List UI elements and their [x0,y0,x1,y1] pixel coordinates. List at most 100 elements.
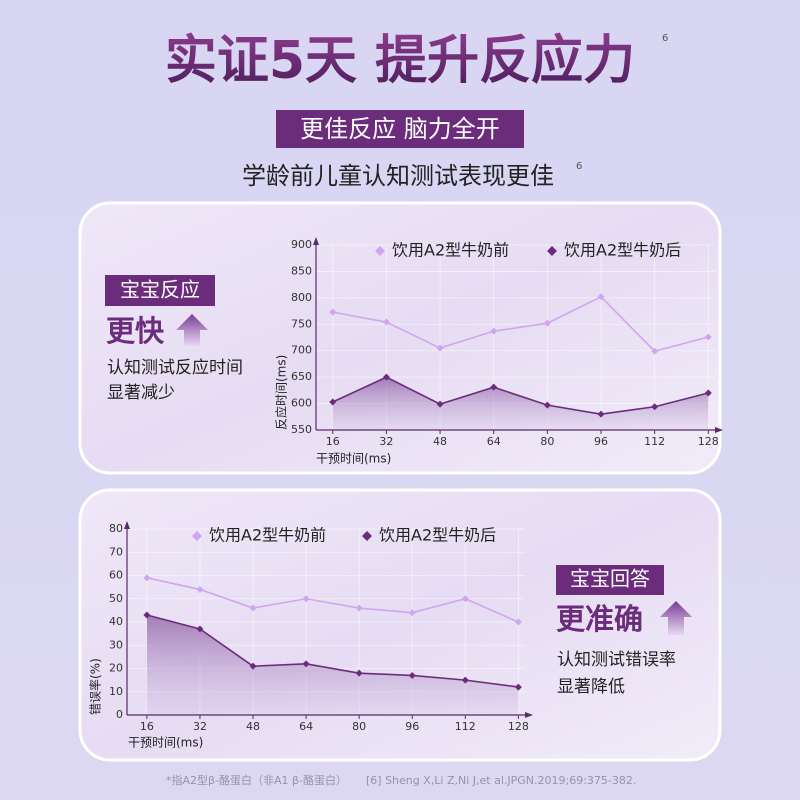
panel-text: 显著降低 [557,677,625,697]
point [196,625,204,633]
point [382,318,390,326]
y-tick-label: 60 [109,569,123,582]
up-arrow [176,314,208,346]
point [461,595,469,603]
point [651,347,659,355]
point [436,400,444,408]
point [382,373,390,381]
x-tick-label: 48 [246,720,260,733]
note-mark: 6 [662,33,668,44]
point [651,403,659,411]
y-tick-label: 900 [291,238,312,251]
panel-text: 认知测试错误率 [557,650,676,670]
point [302,595,310,603]
x-tick-label: 64 [299,720,313,733]
x-tick-label: 16 [326,435,340,448]
y-tick-label: 30 [109,638,123,651]
legend-label: 饮用A2型牛奶后 [379,526,496,545]
footnote: *指A2型β-酪蛋白（非A1 β-酪蛋白） [166,773,347,787]
card [78,201,722,475]
point [408,609,416,617]
x-axis-title: 干预时间(ms) [128,736,203,750]
axis-arrow [525,712,533,718]
point [408,671,416,679]
x-tick-label: 96 [594,435,608,448]
y-tick-label: 800 [291,291,312,304]
y-tick-label: 80 [109,522,123,535]
y-tick-label: 750 [291,317,312,330]
y-tick-label: 600 [291,397,312,410]
x-tick-label: 112 [644,435,665,448]
axis-arrow [313,237,319,245]
x-tick-label: 80 [352,720,366,733]
point [597,293,605,301]
point [249,604,257,612]
point [302,660,310,668]
x-tick-label: 128 [698,435,719,448]
point [704,333,712,341]
point [543,401,551,409]
y-tick-label: 10 [109,685,123,698]
tag-box [556,565,664,595]
x-tick-label: 32 [193,720,207,733]
point [490,327,498,335]
axis-arrow [124,521,130,529]
point [196,585,204,593]
legend-marker [375,246,385,256]
line [146,614,519,688]
title: 实证5天 提升反应力 [165,31,635,91]
point [329,308,337,316]
point [461,676,469,684]
y-tick-label: 40 [109,615,123,628]
x-tick-label: 96 [405,720,419,733]
line [146,577,519,623]
subtitle: 学龄前儿童认知测试表现更佳 [242,162,554,190]
axis-arrow [715,427,723,433]
tag-box [105,275,215,306]
point [514,618,522,626]
point [329,398,337,406]
headline: 更准确 [556,602,643,636]
x-tick-label: 112 [455,720,476,733]
banner: 更佳反应 脑力全开 [300,115,500,143]
y-tick-label: 550 [291,423,312,436]
x-tick-label: 128 [508,720,529,733]
point [490,383,498,391]
note-mark: 6 [576,161,582,172]
legend-label: 饮用A2型牛奶后 [564,241,681,260]
point [355,604,363,612]
y-tick-label: 0 [116,708,123,721]
headline: 更快 [106,314,165,348]
legend-label: 饮用A2型牛奶前 [392,241,509,260]
y-tick-label: 700 [291,344,312,357]
y-tick-label: 70 [109,545,123,558]
point [597,410,605,418]
area [146,615,519,715]
y-axis-title: 反应时间(ms) [274,355,289,430]
y-tick-label: 50 [109,592,123,605]
x-tick-label: 48 [433,435,447,448]
x-axis-title: 干预时间(ms) [316,452,391,466]
x-tick-label: 16 [140,720,154,733]
legend-label: 饮用A2型牛奶前 [209,526,326,545]
point [249,662,257,670]
y-axis-title: 错误率(%) [88,658,103,715]
legend-marker [192,531,202,541]
reference: [6] Sheng X,Li Z,Ni J,et al.JPGN.2019;69… [366,774,636,787]
point [143,611,151,619]
x-tick-label: 80 [540,435,554,448]
up-arrow [660,601,692,635]
y-tick-label: 850 [291,264,312,277]
y-tick-label: 650 [291,370,312,383]
area [332,377,709,430]
tag: 宝宝反应 [120,278,200,302]
point [514,683,522,691]
point [143,574,151,582]
banner-box [276,110,524,148]
legend-marker [362,531,372,541]
line [332,295,709,353]
panel-text: 显著减少 [107,383,175,403]
panel-text: 认知测试反应时间 [107,358,243,378]
point [704,389,712,397]
